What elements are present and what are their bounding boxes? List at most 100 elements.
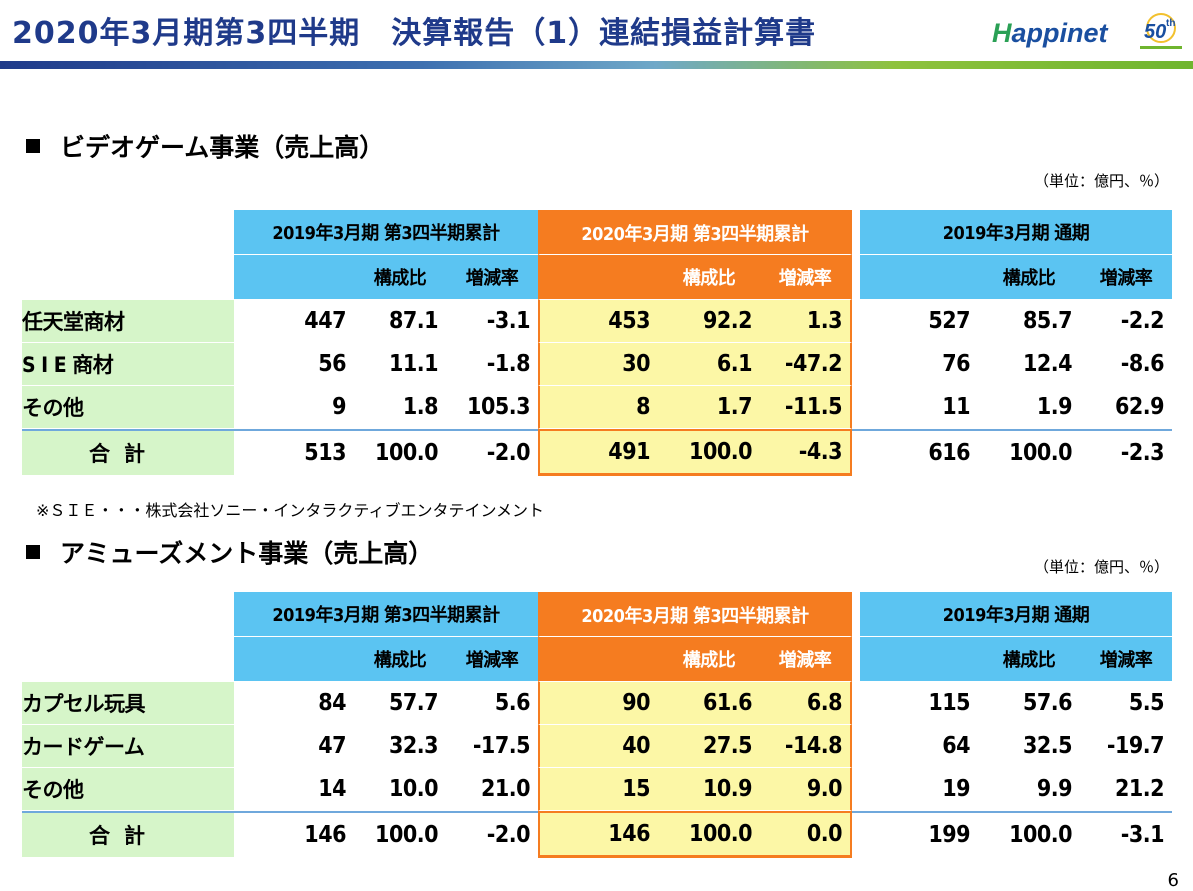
cell: 64 — [860, 725, 979, 768]
footnote: ※ＳＩＥ・・・株式会社ソニー・インタラクティブエンタテインメント — [36, 501, 544, 520]
row-label: 任天堂商材 — [22, 300, 234, 343]
col-header-change: 増減率 — [446, 255, 538, 300]
cell: 100.0 — [658, 811, 760, 858]
cell: 491 — [538, 429, 658, 476]
unit-label: （単位：億円、％） — [1033, 558, 1169, 576]
cell: 10.9 — [658, 768, 760, 811]
period-header: 2019年3月期 通期 — [860, 592, 1173, 637]
cell: 105.3 — [446, 386, 538, 429]
cell: 9.0 — [760, 768, 853, 811]
col-header-change: 増減率 — [1080, 255, 1173, 300]
cell: 5.6 — [446, 682, 538, 725]
cell: 47 — [234, 725, 354, 768]
header-rule — [0, 61, 1193, 69]
cell: 10.0 — [354, 768, 446, 811]
col-header-ratio: 構成比 — [658, 637, 760, 682]
cell: 21.0 — [446, 768, 538, 811]
cell: 15 — [538, 768, 658, 811]
cell: -19.7 — [1080, 725, 1173, 768]
cell: 57.7 — [354, 682, 446, 725]
company-logo: Happinet — [992, 18, 1108, 48]
period-header: 2019年3月期 第3四半期累計 — [234, 592, 538, 637]
cell: 527 — [860, 300, 979, 343]
cell: 14 — [234, 768, 354, 811]
cell: -4.3 — [760, 429, 853, 476]
cell: 513 — [234, 429, 354, 476]
period-header-current: 2020年3月期 第3四半期累計 — [538, 592, 853, 637]
cell: 32.3 — [354, 725, 446, 768]
period-header: 2019年3月期 第3四半期累計 — [234, 210, 538, 255]
cell: 100.0 — [354, 429, 446, 476]
video-game-table: 2019年3月期 第3四半期累計 2020年3月期 第3四半期累計 2019年3… — [22, 210, 1173, 476]
col-header-ratio: 構成比 — [978, 255, 1081, 300]
table-row: カプセル玩具 84 57.7 5.6 90 61.6 6.8 115 57.6 … — [22, 682, 1173, 725]
cell: 9.9 — [978, 768, 1081, 811]
cell: 76 — [860, 343, 979, 386]
cell: -3.1 — [1080, 811, 1173, 858]
cell: 453 — [538, 300, 658, 343]
cell: 57.6 — [978, 682, 1081, 725]
row-label: カプセル玩具 — [22, 682, 234, 725]
cell: 62.9 — [1080, 386, 1173, 429]
cell: 32.5 — [978, 725, 1081, 768]
cell: 27.5 — [658, 725, 760, 768]
svg-text:th: th — [1166, 18, 1175, 29]
table-row: 任天堂商材 447 87.1 -3.1 453 92.2 1.3 527 85.… — [22, 300, 1173, 343]
table-row: S I E 商材 56 11.1 -1.8 30 6.1 -47.2 76 12… — [22, 343, 1173, 386]
row-label: その他 — [22, 386, 234, 429]
cell: -2.0 — [446, 811, 538, 858]
cell: 11.1 — [354, 343, 446, 386]
col-header-ratio: 構成比 — [978, 637, 1081, 682]
period-header: 2019年3月期 通期 — [860, 210, 1173, 255]
cell: 616 — [860, 429, 979, 476]
cell: 1.3 — [760, 300, 853, 343]
cell: 100.0 — [658, 429, 760, 476]
row-label: S I E 商材 — [22, 343, 234, 386]
cell: -8.6 — [1080, 343, 1173, 386]
cell: 1.8 — [354, 386, 446, 429]
cell: 199 — [860, 811, 979, 858]
cell: -14.8 — [760, 725, 853, 768]
cell: 84 — [234, 682, 354, 725]
cell: -2.3 — [1080, 429, 1173, 476]
cell: 100.0 — [978, 811, 1081, 858]
cell: 21.2 — [1080, 768, 1173, 811]
col-header-ratio: 構成比 — [658, 255, 760, 300]
cell: 61.6 — [658, 682, 760, 725]
col-header-change: 増減率 — [1080, 637, 1173, 682]
table-row-total: 合計 513 100.0 -2.0 491 100.0 -4.3 616 100… — [22, 429, 1173, 476]
svg-text:50: 50 — [1144, 21, 1166, 43]
cell: 87.1 — [354, 300, 446, 343]
cell: 146 — [538, 811, 658, 858]
cell: 19 — [860, 768, 979, 811]
amusement-table: 2019年3月期 第3四半期累計 2020年3月期 第3四半期累計 2019年3… — [22, 592, 1173, 858]
cell: 9 — [234, 386, 354, 429]
cell: 100.0 — [354, 811, 446, 858]
col-header-ratio: 構成比 — [354, 637, 446, 682]
page-title: 2020年3月期第3四半期 決算報告（1）連結損益計算書 — [12, 16, 817, 51]
cell: 12.4 — [978, 343, 1081, 386]
cell: 6.8 — [760, 682, 853, 725]
cell: 5.5 — [1080, 682, 1173, 725]
page-number: 6 — [1167, 870, 1179, 891]
cell: 85.7 — [978, 300, 1081, 343]
cell: 40 — [538, 725, 658, 768]
cell: 0.0 — [760, 811, 853, 858]
cell: -3.1 — [446, 300, 538, 343]
cell: 1.7 — [658, 386, 760, 429]
cell: 30 — [538, 343, 658, 386]
cell: 100.0 — [978, 429, 1081, 476]
unit-label: （単位：億円、％） — [1033, 172, 1169, 190]
cell: -47.2 — [760, 343, 853, 386]
cell: 1.9 — [978, 386, 1081, 429]
row-label: 合計 — [22, 429, 234, 476]
cell: 115 — [860, 682, 979, 725]
anniversary-badge-icon: 50 th — [1136, 10, 1186, 54]
cell: 90 — [538, 682, 658, 725]
cell: -11.5 — [760, 386, 853, 429]
col-header-change: 増減率 — [760, 637, 853, 682]
row-label: カードゲーム — [22, 725, 234, 768]
col-header-change: 増減率 — [446, 637, 538, 682]
cell: -1.8 — [446, 343, 538, 386]
period-header-current: 2020年3月期 第3四半期累計 — [538, 210, 853, 255]
